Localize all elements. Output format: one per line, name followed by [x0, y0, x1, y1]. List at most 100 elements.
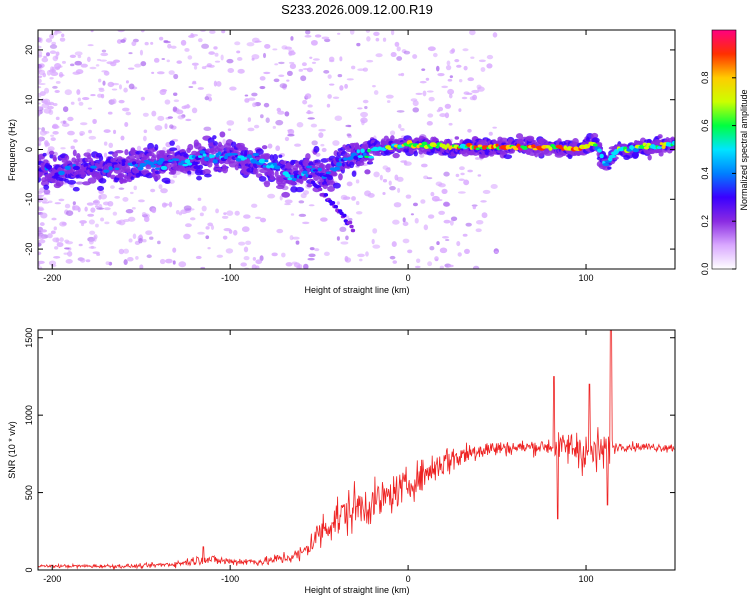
noise-blob — [432, 52, 438, 58]
ridge-halo — [202, 168, 211, 176]
noise-blob — [65, 259, 73, 264]
noise-blob — [276, 228, 284, 234]
noise-blob — [321, 147, 327, 153]
noise-blob — [359, 258, 363, 262]
noise-blob — [106, 61, 115, 65]
noise-blob — [208, 64, 215, 68]
noise-blob — [396, 110, 405, 113]
ridge-core — [548, 146, 553, 151]
ridge-halo — [98, 178, 107, 184]
noise-blob — [48, 260, 57, 266]
noise-blob — [220, 54, 224, 61]
noise-blob — [371, 238, 375, 245]
noise-blob — [486, 54, 494, 60]
noise-blob — [438, 210, 445, 215]
noise-blob — [243, 214, 251, 219]
noise-blob — [373, 171, 380, 178]
noise-blob — [199, 212, 204, 217]
noise-blob — [142, 112, 149, 117]
noise-blob — [38, 75, 43, 79]
ridge-halo — [117, 172, 125, 178]
ridge-core — [150, 164, 156, 168]
noise-blob — [463, 179, 470, 186]
noise-blob — [426, 177, 433, 180]
ridge-core — [230, 152, 238, 156]
noise-blob — [345, 235, 349, 241]
noise-blob — [278, 74, 285, 77]
noise-blob — [324, 38, 331, 43]
noise-blob — [254, 216, 262, 220]
noise-blob — [436, 241, 440, 246]
noise-blob — [254, 40, 262, 43]
noise-blob — [53, 226, 57, 231]
noise-blob — [74, 60, 82, 66]
ridge-halo — [87, 177, 97, 184]
noise-blob — [143, 216, 150, 223]
ridge-halo — [52, 156, 57, 162]
noise-blob — [298, 68, 304, 72]
noise-blob — [49, 66, 54, 73]
ridge-halo — [289, 181, 297, 185]
noise-blob — [365, 30, 371, 33]
noise-blob — [38, 83, 46, 86]
noise-blob — [139, 49, 144, 56]
noise-blob — [254, 124, 260, 129]
noise-blob — [70, 101, 75, 105]
noise-blob — [337, 74, 343, 78]
noise-blob — [153, 57, 160, 63]
ridge-halo — [204, 173, 212, 178]
noise-blob — [311, 61, 317, 64]
noise-blob — [304, 93, 312, 99]
ridge-halo — [503, 154, 513, 160]
noise-blob — [51, 217, 57, 221]
noise-blob — [246, 42, 255, 47]
noise-blob — [128, 238, 133, 243]
noise-blob — [166, 59, 170, 63]
noise-blob — [448, 93, 453, 99]
noise-blob — [469, 30, 476, 36]
noise-blob — [61, 222, 67, 226]
noise-blob — [240, 262, 247, 267]
noise-blob — [111, 98, 117, 105]
ridge-core — [258, 158, 266, 164]
noise-blob — [351, 65, 356, 70]
ridge-halo — [221, 166, 229, 174]
noise-blob — [163, 203, 170, 206]
noise-blob — [290, 213, 295, 216]
noise-blob — [80, 222, 85, 227]
noise-blob — [437, 72, 445, 77]
noise-blob — [443, 201, 450, 207]
noise-blob — [201, 43, 210, 49]
noise-blob — [227, 128, 232, 131]
ridge-core — [193, 161, 199, 165]
noise-blob — [251, 54, 260, 60]
noise-blob — [173, 92, 178, 96]
noise-blob — [454, 58, 460, 63]
ridge-core — [97, 168, 103, 172]
noise-blob — [480, 200, 487, 203]
ridge-halo — [145, 165, 152, 170]
descending-branch — [333, 204, 339, 209]
noise-blob — [255, 265, 260, 269]
noise-blob — [410, 213, 414, 216]
noise-blob — [389, 185, 396, 191]
noise-blob — [355, 201, 360, 206]
noise-blob — [296, 265, 301, 269]
noise-blob — [427, 261, 433, 267]
descending-branch — [339, 211, 344, 216]
noise-blob — [445, 65, 452, 71]
ridge-halo — [364, 169, 371, 175]
y-tick-label: -20 — [24, 243, 34, 256]
noise-blob — [227, 68, 235, 74]
noise-blob — [205, 226, 210, 230]
ridge-halo — [322, 184, 328, 190]
noise-blob — [405, 194, 412, 199]
noise-blob — [101, 70, 108, 73]
noise-blob — [492, 126, 497, 129]
noise-blob — [286, 70, 293, 76]
x-tick-label: -200 — [43, 574, 61, 584]
noise-blob — [38, 63, 42, 69]
noise-blob — [365, 251, 369, 257]
noise-blob — [481, 212, 488, 219]
noise-blob — [308, 204, 315, 207]
